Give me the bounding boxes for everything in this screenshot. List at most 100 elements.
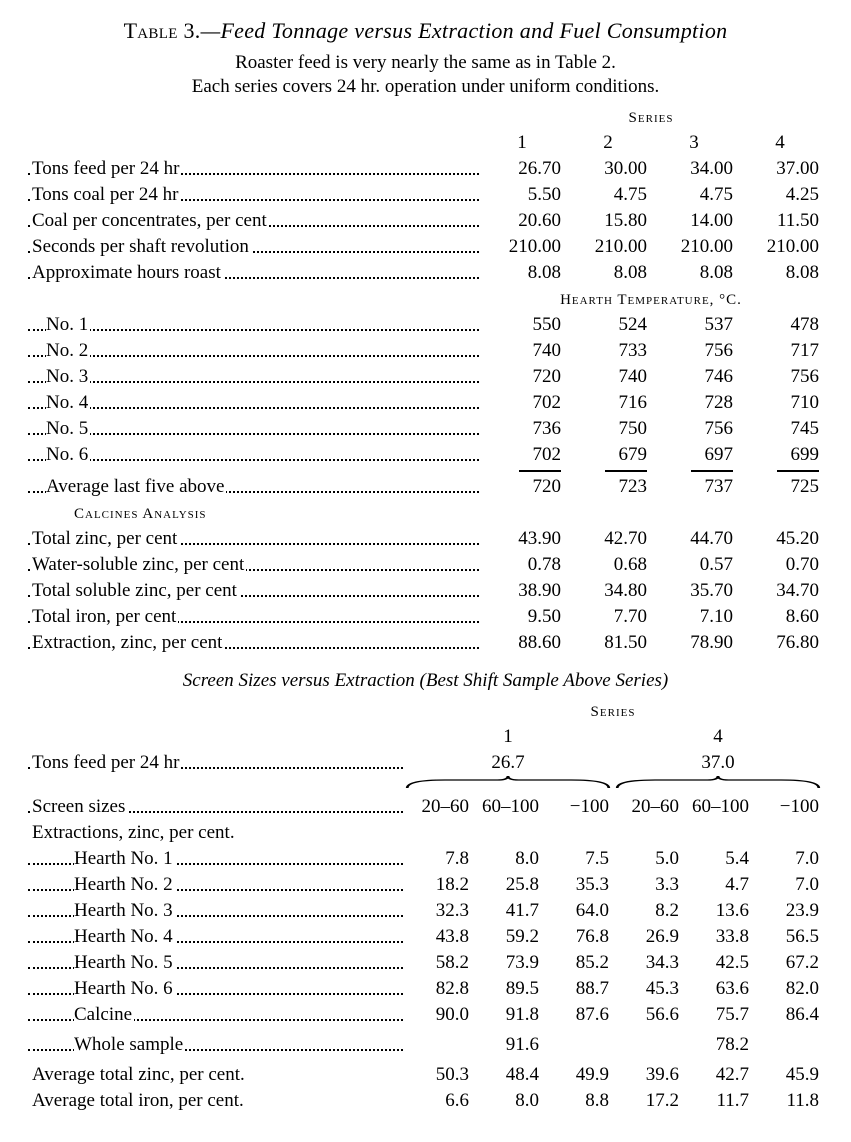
cell-val: 35.3 xyxy=(543,872,613,898)
cell-val: 34.00 xyxy=(651,156,737,182)
whole-sample-row: Whole sample 91.6 78.2 xyxy=(28,1032,823,1058)
cell-val: 7.70 xyxy=(565,604,651,630)
cell-val: 73.9 xyxy=(473,950,543,976)
table-row: Approximate hours roast8.088.088.088.08 xyxy=(28,260,823,286)
row-label: Approximate hours roast xyxy=(32,262,223,283)
avg-iron-val: 8.0 xyxy=(473,1088,543,1114)
cell-val: 702 xyxy=(479,442,565,468)
cell-val: 756 xyxy=(651,338,737,364)
cell-val: 550 xyxy=(479,312,565,338)
cell-val: 23.9 xyxy=(753,898,823,924)
table-row: No. 1550524537478 xyxy=(28,312,823,338)
cell-val: 750 xyxy=(565,416,651,442)
whole-sample-label: Whole sample xyxy=(74,1034,185,1055)
hearth-temp-header: Hearth Temperature, °C. xyxy=(560,292,742,308)
screen-size: −100 xyxy=(543,794,613,820)
row-label: Hearth No. 1 xyxy=(74,848,175,869)
cell-val: 63.6 xyxy=(683,976,753,1002)
table-row: Total zinc, per cent43.9042.7044.7045.20 xyxy=(28,526,823,552)
cell-val: 728 xyxy=(651,390,737,416)
row-label: Tons coal per 24 hr xyxy=(32,184,180,205)
cell-val: 7.10 xyxy=(651,604,737,630)
cell-val: 5.4 xyxy=(683,846,753,872)
avg-zinc-val: 45.9 xyxy=(753,1062,823,1088)
whole-val: 91.6 xyxy=(473,1032,543,1058)
tons-feed-row: Tons feed per 24 hr 26.7 37.0 xyxy=(28,750,823,776)
cell-val: 43.8 xyxy=(403,924,473,950)
whole-val xyxy=(543,1032,613,1058)
calcines-header: Calcines Analysis xyxy=(74,506,207,522)
cell-val: 76.80 xyxy=(737,630,823,656)
cell-val: 210.00 xyxy=(565,234,651,260)
tons-feed-val: 26.7 xyxy=(403,750,613,776)
cell-val: 87.6 xyxy=(543,1002,613,1028)
row-label: Calcine xyxy=(74,1004,134,1025)
avg-zinc-label: Average total zinc, per cent. xyxy=(28,1062,403,1088)
title-prefix: Table 3. xyxy=(124,18,201,43)
cell-val: 56.6 xyxy=(613,1002,683,1028)
avg-iron-val: 17.2 xyxy=(613,1088,683,1114)
cell-val: 32.3 xyxy=(403,898,473,924)
cell-val: 78.90 xyxy=(651,630,737,656)
cell-val: 756 xyxy=(737,364,823,390)
cell-val: 90.0 xyxy=(403,1002,473,1028)
table-row: Extraction, zinc, per cent88.6081.5078.9… xyxy=(28,630,823,656)
cell-val: 33.8 xyxy=(683,924,753,950)
avg-label: Average last five above xyxy=(46,476,226,497)
cell-val: 756 xyxy=(651,416,737,442)
whole-val xyxy=(403,1032,473,1058)
cell-val: 679 xyxy=(565,442,651,468)
tons-feed-val: 37.0 xyxy=(613,750,823,776)
table-row: No. 4702716728710 xyxy=(28,390,823,416)
cell-val: 86.4 xyxy=(753,1002,823,1028)
cell-val: 7.8 xyxy=(403,846,473,872)
row-label: No. 4 xyxy=(46,392,90,413)
cell-val: 35.70 xyxy=(651,578,737,604)
cell-val: 11.50 xyxy=(737,208,823,234)
cell-val: 44.70 xyxy=(651,526,737,552)
avg-iron-val: 8.8 xyxy=(543,1088,613,1114)
cell-val: 210.00 xyxy=(479,234,565,260)
cell-val: 81.50 xyxy=(565,630,651,656)
avg-row: Average last five above 720 723 737 725 xyxy=(28,474,823,500)
cell-val: 89.5 xyxy=(473,976,543,1002)
screen-sizes-label: Screen sizes xyxy=(32,796,127,817)
row-label: Total zinc, per cent xyxy=(32,528,179,549)
table-row: Tons feed per 24 hr26.7030.0034.0037.00 xyxy=(28,156,823,182)
avg-iron-label: Average total iron, per cent. xyxy=(28,1088,403,1114)
table-row: Total iron, per cent9.507.707.108.60 xyxy=(28,604,823,630)
cell-val: 7.5 xyxy=(543,846,613,872)
cell-val: 8.08 xyxy=(479,260,565,286)
series-num: 2 xyxy=(565,130,651,156)
cell-val: 699 xyxy=(737,442,823,468)
cell-val: 4.25 xyxy=(737,182,823,208)
cell-val: 64.0 xyxy=(543,898,613,924)
avg-iron-row: Average total iron, per cent. 6.6 8.0 8.… xyxy=(28,1088,823,1114)
screen-sizes-row: Screen sizes 20–60 60–100 −100 20–60 60–… xyxy=(28,794,823,820)
table-row: Hearth No. 17.88.07.55.05.47.0 xyxy=(28,846,823,872)
row-label: Tons feed per 24 hr xyxy=(32,158,181,179)
avg-val: 720 xyxy=(479,474,565,500)
row-label: Hearth No. 5 xyxy=(74,952,175,973)
cell-val: 740 xyxy=(479,338,565,364)
series-num-row: 1 2 3 4 xyxy=(28,130,823,156)
cell-val: 740 xyxy=(565,364,651,390)
cell-val: 91.8 xyxy=(473,1002,543,1028)
whole-val xyxy=(613,1032,683,1058)
table-row: Hearth No. 558.273.985.234.342.567.2 xyxy=(28,950,823,976)
cell-val: 8.08 xyxy=(651,260,737,286)
cell-val: 8.08 xyxy=(565,260,651,286)
cell-val: 76.8 xyxy=(543,924,613,950)
cell-val: 34.80 xyxy=(565,578,651,604)
row-label: Hearth No. 6 xyxy=(74,978,175,999)
cell-val: 37.00 xyxy=(737,156,823,182)
cell-val: 14.00 xyxy=(651,208,737,234)
cell-val: 26.9 xyxy=(613,924,683,950)
row-label: Water-soluble zinc, per cent xyxy=(32,554,246,575)
screen-table: Series 1 4 Tons feed per 24 hr 26.7 37.0 xyxy=(28,698,823,1114)
row-label: Hearth No. 3 xyxy=(74,900,175,921)
cell-val: 745 xyxy=(737,416,823,442)
avg-zinc-val: 39.6 xyxy=(613,1062,683,1088)
cell-val: 5.50 xyxy=(479,182,565,208)
cell-val: 702 xyxy=(479,390,565,416)
